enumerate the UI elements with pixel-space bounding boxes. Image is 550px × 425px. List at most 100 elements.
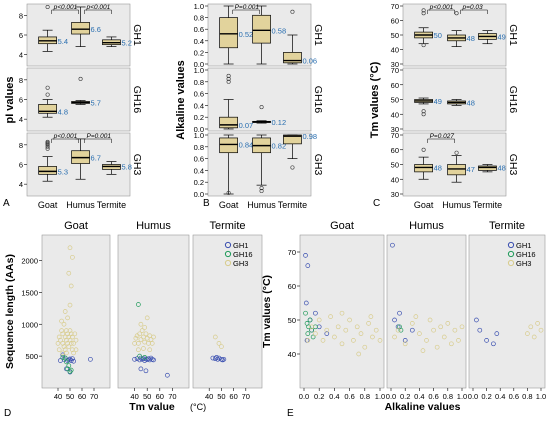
legend-marker-gh3: [507, 259, 515, 267]
x-tick-label: 0.0: [468, 392, 478, 401]
scatter-point-gh3: [133, 335, 139, 341]
scatter-point-gh3: [409, 321, 415, 326]
scatter-point-gh3: [149, 341, 155, 346]
scatter-point-gh3: [395, 327, 401, 333]
box-iqr: [38, 166, 57, 175]
scatter-point-gh3: [67, 337, 73, 343]
y-tick-label: 2000: [21, 257, 38, 266]
legend-marker-gh16: [507, 250, 515, 258]
legend-label: GH3: [233, 259, 248, 268]
scatter-point-gh3: [305, 338, 311, 343]
outlier-point: [45, 85, 50, 90]
median-value-label: 48: [467, 98, 475, 107]
significance-label: p<0.001: [86, 4, 111, 11]
scatter-point-gh3: [137, 331, 142, 337]
median-value-label: 5.4: [58, 37, 68, 46]
x-tick-label: 70: [168, 392, 176, 401]
outlier-point: [290, 165, 295, 170]
panel-letter: B: [203, 198, 210, 209]
scatter-point-gh3: [67, 302, 73, 308]
x-tick-label: 1.0: [375, 392, 385, 401]
scatter-point-gh3: [138, 321, 144, 327]
scatter-point-gh16: [306, 324, 311, 330]
scatter-point-gh16: [398, 327, 404, 333]
x-tick-label: 0.4: [495, 392, 505, 401]
x-tick-label: 70: [90, 392, 98, 401]
scatter-point-gh1: [392, 317, 397, 323]
outlier-point: [421, 11, 426, 16]
panel-letter: E: [287, 408, 294, 419]
y-axis-label: Alkaline values: [175, 60, 187, 140]
scatter-point-gh3: [139, 328, 145, 333]
scatter-point-gh3: [431, 327, 436, 333]
legend-label: GH16: [516, 250, 536, 259]
facet-strip-label: GH16: [131, 86, 143, 114]
scatter-point-gh3: [147, 347, 153, 353]
y-tick-label: 4: [19, 50, 23, 59]
scatter-point-gh3: [427, 317, 433, 323]
facet-strip-label: Termite: [209, 220, 245, 232]
median-value-label: 0.84: [239, 140, 254, 149]
y-tick-label: 4: [19, 115, 23, 124]
x-tick-label: 40: [205, 392, 213, 401]
median-value-label: 47: [467, 165, 475, 174]
x-category-label: Humus: [66, 200, 95, 210]
x-category-label: Termite: [97, 200, 127, 210]
outlier-point: [259, 105, 264, 110]
scatter-point-gh1: [390, 242, 395, 248]
outlier-point: [45, 144, 50, 149]
scatter-point-gh3: [356, 351, 362, 357]
scatter-point-gh3: [138, 337, 144, 342]
y-tick-label: 1500: [21, 288, 38, 297]
scatter-point-gh3: [216, 341, 222, 346]
scatter-point-gh3: [449, 341, 454, 347]
scatter-point-gh3: [65, 331, 70, 337]
scatter-point-gh3: [58, 337, 63, 343]
x-tick-label: 40: [54, 392, 62, 401]
scatter-point-gh3: [339, 310, 345, 316]
x-category-label: Termite: [473, 200, 503, 210]
median-value-label: 5.8: [121, 162, 131, 171]
facet-strip-label: GH16: [507, 86, 519, 114]
outlier-point: [259, 189, 264, 194]
significance-label: p<0.001: [53, 4, 78, 11]
y-tick-label: 500: [25, 352, 38, 361]
outlier-point: [45, 4, 50, 9]
facet-strip-label: GH1: [131, 24, 143, 46]
facet-panel: [26, 3, 131, 67]
y-tick-label: 1.0: [194, 66, 204, 75]
outlier-point: [259, 186, 264, 191]
x-tick-label: 1.0: [536, 392, 546, 401]
facet-strip-label: GH3: [131, 154, 143, 176]
facet-strip-label: Goat: [64, 220, 88, 232]
scatter-point-gh1: [409, 327, 415, 333]
y-axis-label: Tm values (°C): [261, 275, 273, 348]
x-category-label: Humus: [247, 200, 276, 210]
box-iqr: [283, 52, 302, 64]
scatter-point-gh3: [136, 347, 141, 353]
median-value-label: 0.06: [302, 57, 317, 66]
scatter-point-gh3: [56, 334, 62, 340]
scatter-point-gh3: [538, 327, 544, 333]
scatter-point-gh1: [71, 358, 76, 364]
y-tick-label: 0.4: [194, 166, 204, 175]
y-tick-label: 6: [19, 31, 23, 40]
median-value-label: 0.98: [302, 132, 317, 141]
x-tick-label: 0.6: [428, 392, 438, 401]
panel-letter: A: [3, 198, 10, 209]
y-tick-label: 6: [19, 96, 23, 105]
y-tick-label: 50: [391, 96, 399, 105]
x-tick-label: 0.4: [329, 392, 339, 401]
scatter-point-gh3: [343, 327, 349, 333]
scatter-point-gh3: [316, 317, 322, 323]
y-axis-label: pI values: [4, 76, 16, 123]
y-tick-label: 0.2: [194, 178, 204, 187]
scatter-point-gh16: [309, 327, 314, 333]
y-tick-label: 70: [391, 131, 399, 140]
outlier-point: [45, 92, 50, 97]
panel-letter: C: [373, 198, 380, 209]
outlier-point: [290, 9, 295, 14]
scatter-point-gh3: [535, 321, 540, 326]
outlier-point: [421, 43, 426, 48]
scatter-point-gh16: [60, 355, 66, 360]
